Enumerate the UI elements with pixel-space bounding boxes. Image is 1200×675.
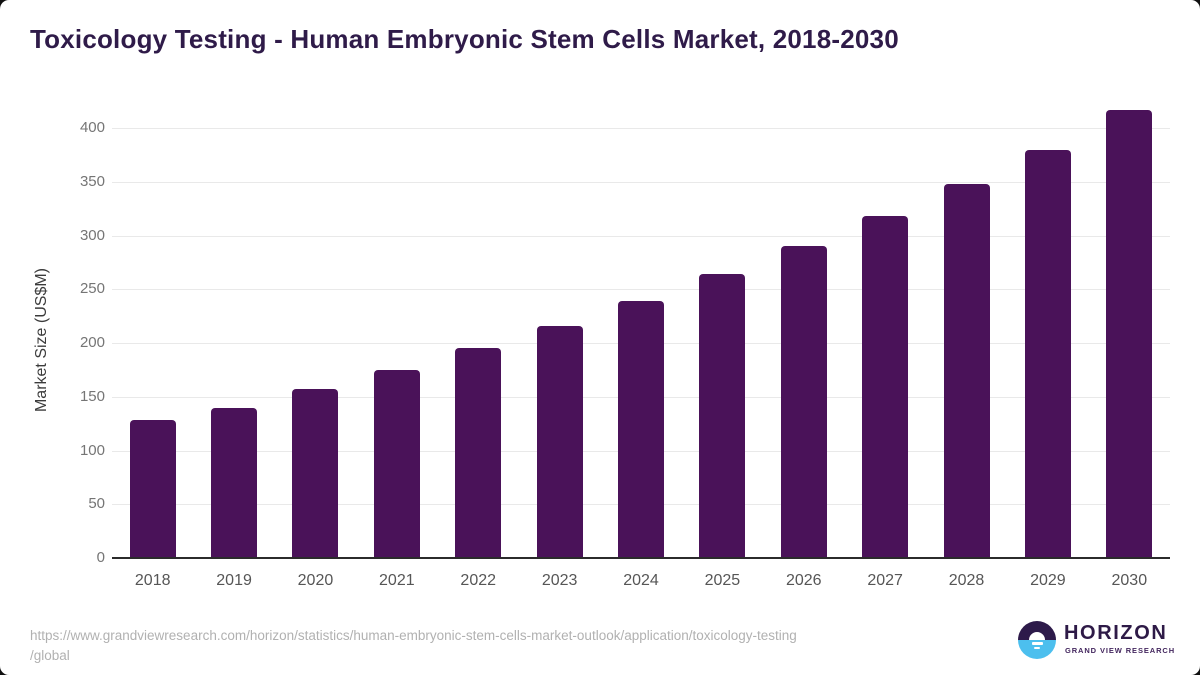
logo-wordmark: HORIZON — [1064, 622, 1168, 644]
bar-2026 — [780, 246, 827, 558]
bar-2021 — [373, 369, 420, 558]
bar-2028 — [943, 183, 990, 558]
logo-icon-top-half — [1018, 621, 1056, 640]
x-tick-label-2021: 2021 — [379, 572, 415, 589]
bar-2024 — [618, 301, 664, 558]
horizon-sun-circle-icon — [1018, 621, 1056, 659]
x-axis-line — [112, 557, 1170, 559]
bar-2018 — [129, 420, 176, 558]
bar-2027 — [862, 216, 909, 558]
gridline-250 — [112, 289, 1170, 291]
y-tick-label-300: 300 — [79, 226, 105, 244]
source-url-line1: https://www.grandviewresearch.com/horizo… — [30, 628, 797, 643]
y-tick-label-150: 150 — [79, 387, 105, 405]
x-tick-label-2020: 2020 — [297, 572, 334, 589]
bar-2023 — [536, 325, 583, 558]
x-tick-label-2022: 2022 — [460, 572, 497, 589]
bar-2025 — [699, 274, 746, 558]
bar-2030 — [1106, 109, 1153, 558]
y-tick-label-100: 100 — [79, 441, 105, 459]
logo-reflection-line-2 — [1034, 647, 1040, 649]
y-tick-label-0: 0 — [96, 549, 105, 566]
y-tick-label-200: 200 — [79, 334, 105, 351]
x-tick-label-2024: 2024 — [623, 572, 659, 589]
x-tick-label-2027: 2027 — [867, 572, 903, 589]
x-tick-label-2019: 2019 — [216, 572, 252, 589]
plot-area — [112, 95, 1170, 558]
gridline-350 — [112, 181, 1170, 183]
x-tick-label-2030: 2030 — [1111, 572, 1148, 589]
y-tick-label-400: 400 — [79, 119, 105, 136]
logo-reflection-line-1 — [1031, 642, 1043, 645]
source-url-line2: /global — [30, 648, 70, 663]
bar-2020 — [292, 389, 339, 558]
x-tick-label-2018: 2018 — [134, 572, 171, 589]
bar-2029 — [1024, 149, 1071, 558]
source-url: https://www.grandviewresearch.com/horizo… — [30, 626, 930, 666]
y-tick-label-350: 350 — [79, 172, 105, 190]
logo-subtitle: GRAND VIEW RESEARCH — [1065, 646, 1176, 655]
x-tick-label-2029: 2029 — [1030, 572, 1066, 589]
y-tick-label-50: 50 — [88, 495, 105, 513]
bar-2022 — [455, 348, 502, 558]
logo-sun-glyph — [1029, 632, 1045, 640]
gridline-300 — [112, 235, 1170, 237]
x-tick-label-2023: 2023 — [541, 572, 578, 589]
page-title: Toxicology Testing - Human Embryonic Ste… — [30, 24, 899, 54]
bar-2019 — [211, 407, 258, 558]
x-tick-label-2025: 2025 — [704, 572, 741, 589]
y-tick-label-250: 250 — [79, 280, 105, 298]
gridline-400 — [112, 128, 1170, 129]
x-tick-label-2026: 2026 — [785, 572, 822, 589]
logo-icon-bottom-half — [1018, 640, 1056, 659]
horizon-logo: HORIZON GRAND VIEW RESEARCH — [1018, 620, 1178, 662]
x-tick-label-2028: 2028 — [948, 572, 985, 589]
